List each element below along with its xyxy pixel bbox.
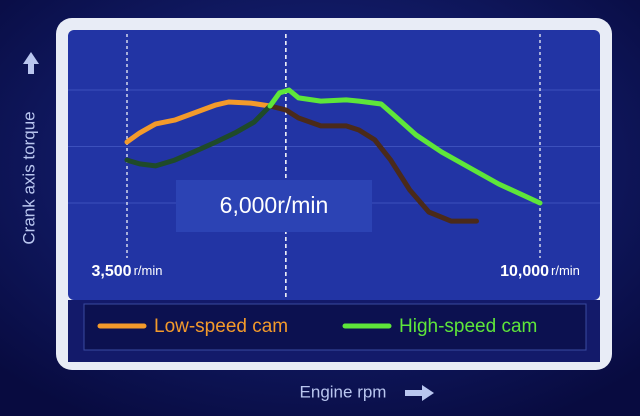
legend-box <box>83 303 587 351</box>
x-tick-value: 3,500 <box>92 263 132 280</box>
series-line <box>124 99 273 145</box>
x-tick-unit: r/min <box>134 263 163 278</box>
x-tick-label: 10,000 r/min <box>500 263 580 280</box>
x-tick-label: 3,500 r/min <box>92 263 163 280</box>
legend-label: Low-speed cam <box>154 316 288 337</box>
series-line <box>267 103 479 224</box>
x-arrow <box>405 385 434 401</box>
x-tick-value: 10,000 <box>500 263 549 280</box>
series-line <box>124 103 273 169</box>
annotation-text: 6,000r/min <box>220 192 329 218</box>
y-arrow <box>23 52 39 74</box>
plot-area <box>68 30 600 300</box>
x-tick-unit: r/min <box>551 263 580 278</box>
y-axis-label: Crank axis torque <box>19 111 38 244</box>
legend-label: High-speed cam <box>399 316 537 337</box>
annotation-box <box>176 180 372 232</box>
x-axis-label: Engine rpm <box>300 382 387 401</box>
series-line <box>267 87 543 206</box>
